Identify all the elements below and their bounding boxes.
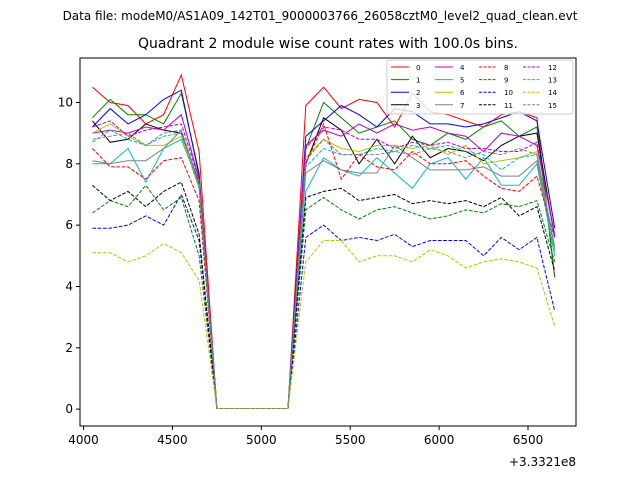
legend-label: 2 (416, 89, 420, 97)
series-line-9 (92, 184, 556, 409)
y-tick-label: 6 (65, 218, 73, 232)
legend-item-14: 14 (523, 89, 557, 97)
legend-item-9: 9 (479, 77, 508, 85)
series-line-10 (92, 193, 556, 409)
series-line-14 (92, 240, 556, 409)
series-line-8 (92, 122, 556, 409)
axes-frame (79, 57, 577, 427)
y-tick-label: 2 (65, 341, 73, 355)
legend-label: 12 (548, 64, 557, 72)
legend-item-7: 7 (435, 102, 464, 110)
legend-label: 14 (548, 89, 557, 97)
series-line-11 (92, 181, 556, 409)
legend-item-12: 12 (523, 64, 557, 72)
figure-suptitle: Data file: modeM0/AS1A09_142T01_90000037… (63, 9, 578, 23)
series-line-12 (92, 120, 556, 409)
legend-item-4: 4 (435, 64, 465, 72)
x-tick-label: 5000 (246, 433, 277, 447)
plot-area (92, 73, 556, 409)
series-line-15 (92, 129, 556, 409)
series-line-5 (92, 138, 556, 409)
legend-item-13: 13 (523, 77, 557, 85)
legend-item-5: 5 (435, 77, 464, 85)
legend-label: 4 (460, 64, 465, 72)
legend-label: 0 (416, 64, 420, 72)
legend-item-1: 1 (391, 77, 420, 85)
legend-item-8: 8 (479, 64, 508, 72)
y-tick-label: 0 (65, 402, 73, 416)
legend-item-3: 3 (391, 102, 420, 110)
x-tick-label: 6000 (424, 433, 455, 447)
y-tick-label: 4 (65, 279, 73, 293)
y-tick-label: 8 (65, 157, 73, 171)
y-tick-label: 10 (58, 95, 73, 109)
legend-item-10: 10 (479, 89, 513, 97)
legend-label: 6 (460, 89, 465, 97)
series-line-13 (92, 129, 556, 409)
x-tick-label: 4500 (157, 433, 188, 447)
legend-label: 15 (548, 102, 557, 110)
series-line-7 (92, 129, 556, 409)
legend-label: 5 (460, 77, 464, 85)
legend-item-0: 0 (391, 64, 420, 72)
series-line-6 (92, 123, 556, 409)
x-offset-label: +3.3321e8 (509, 455, 576, 469)
x-axis: 4000 4500 5000 5500 6000 6500 (68, 426, 543, 447)
legend-item-6: 6 (435, 89, 465, 97)
y-axis: 0 2 4 6 8 10 (58, 95, 80, 416)
series-line-2 (92, 89, 556, 409)
legend-label: 9 (504, 77, 508, 85)
legend-label: 11 (504, 102, 513, 110)
series-line-4 (92, 113, 556, 409)
legend-label: 1 (416, 77, 420, 85)
legend-item-15: 15 (523, 102, 557, 110)
legend-item-2: 2 (391, 89, 420, 97)
legend-label: 8 (504, 64, 508, 72)
legend-label: 7 (460, 102, 464, 110)
legend-label: 3 (416, 102, 420, 110)
legend-item-11: 11 (479, 102, 513, 110)
x-tick-label: 5500 (335, 433, 366, 447)
series-line-3 (92, 117, 556, 409)
x-tick-label: 4000 (68, 433, 99, 447)
legend-box (386, 59, 574, 115)
series-line-1 (92, 91, 556, 409)
x-tick-label: 6500 (513, 433, 544, 447)
legend-label: 13 (548, 77, 557, 85)
chart-title: Quadrant 2 module wise count rates with … (138, 36, 518, 52)
legend-label: 10 (504, 89, 513, 97)
